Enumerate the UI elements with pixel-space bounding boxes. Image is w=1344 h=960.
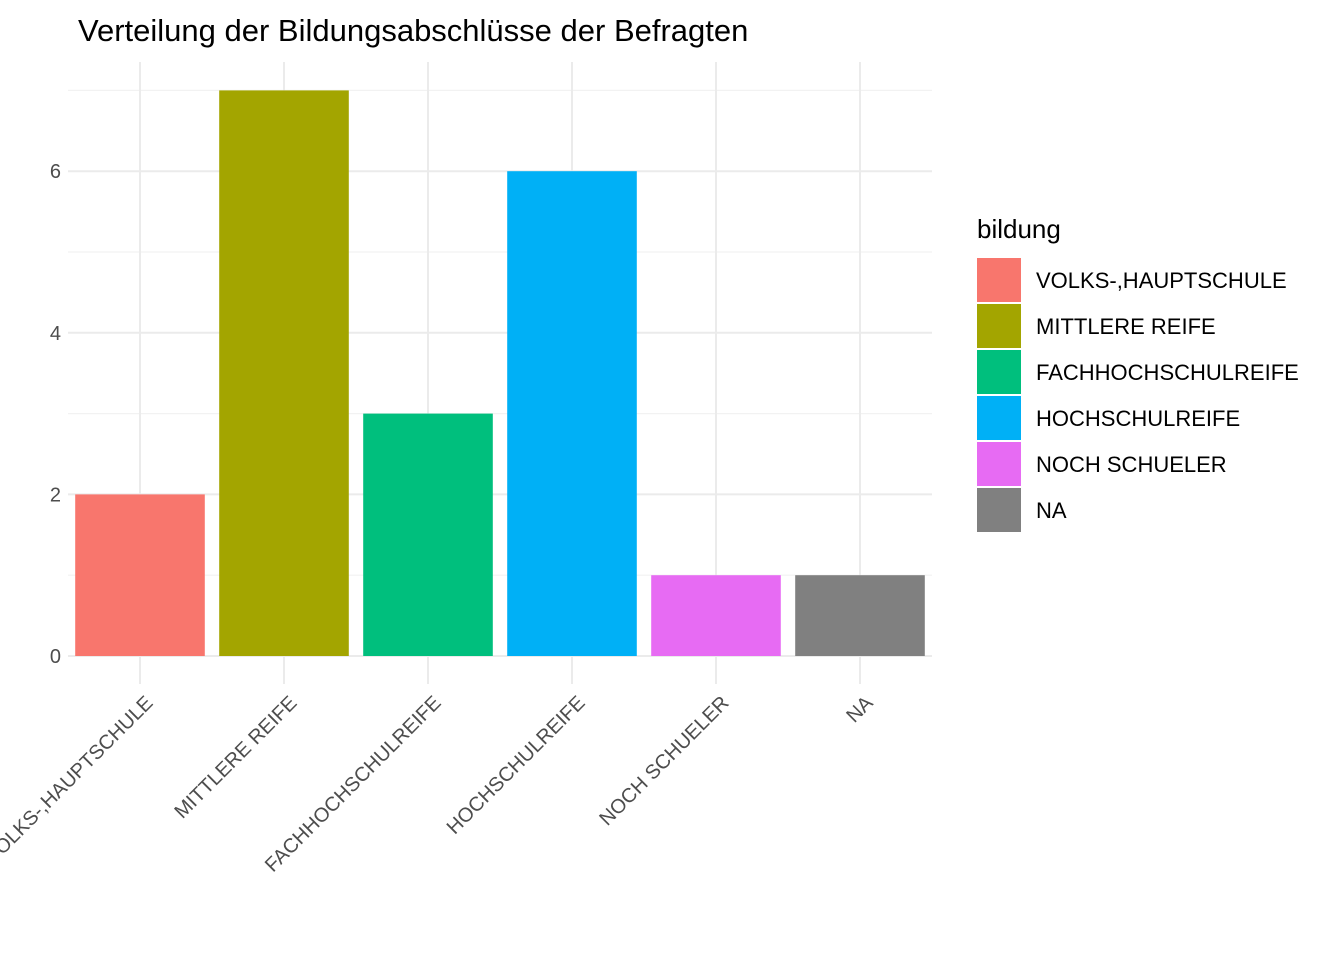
y-tick-label: 6 — [50, 161, 61, 183]
x-tick-label: NA — [842, 692, 878, 728]
legend-swatch — [977, 350, 1021, 394]
bar — [363, 413, 493, 656]
y-tick-label: 0 — [50, 646, 61, 668]
legend-swatch — [977, 442, 1021, 486]
legend-label: FACHHOCHSCHULREIFE — [1036, 360, 1299, 385]
bar — [507, 171, 637, 656]
x-axis-ticks: VOLKS-,HAUPTSCHULE MITTLERE REIFEFACHHOCH… — [0, 692, 878, 877]
legend: VOLKS-,HAUPTSCHULE MITTLERE REIFE FACHHOCH… — [977, 258, 1299, 532]
bar — [75, 494, 205, 656]
legend-label: NOCH SCHUELER — [1036, 452, 1227, 477]
y-axis-ticks: 0 2 4 6 — [50, 161, 61, 668]
legend-swatch — [977, 304, 1021, 348]
x-tick-label: MITTLERE REIFE — [170, 692, 301, 823]
legend-label: HOCHSCHULREIFE — [1036, 406, 1240, 431]
chart-title: Verteilung der Bildungsabschlüsse der Be… — [78, 13, 748, 48]
legend-swatch — [977, 488, 1021, 532]
y-tick-label: 4 — [50, 323, 61, 345]
legend-swatch — [977, 258, 1021, 302]
legend-swatch — [977, 396, 1021, 440]
bar — [651, 575, 781, 656]
legend-label: NA — [1036, 498, 1067, 523]
bar — [219, 90, 349, 656]
legend-label: MITTLERE REIFE — [1036, 314, 1216, 339]
x-tick-label: HOCHSCHULREIFE — [443, 692, 590, 839]
y-tick-label: 2 — [50, 484, 61, 506]
bars — [75, 90, 925, 656]
legend-label: VOLKS-,HAUPTSCHULE — [1036, 268, 1287, 293]
bar — [795, 575, 925, 656]
x-tick-label: VOLKS-,HAUPTSCHULE — [0, 692, 158, 869]
x-tick-label: NOCH SCHUELER — [595, 692, 733, 830]
legend-title: bildung — [977, 214, 1061, 244]
